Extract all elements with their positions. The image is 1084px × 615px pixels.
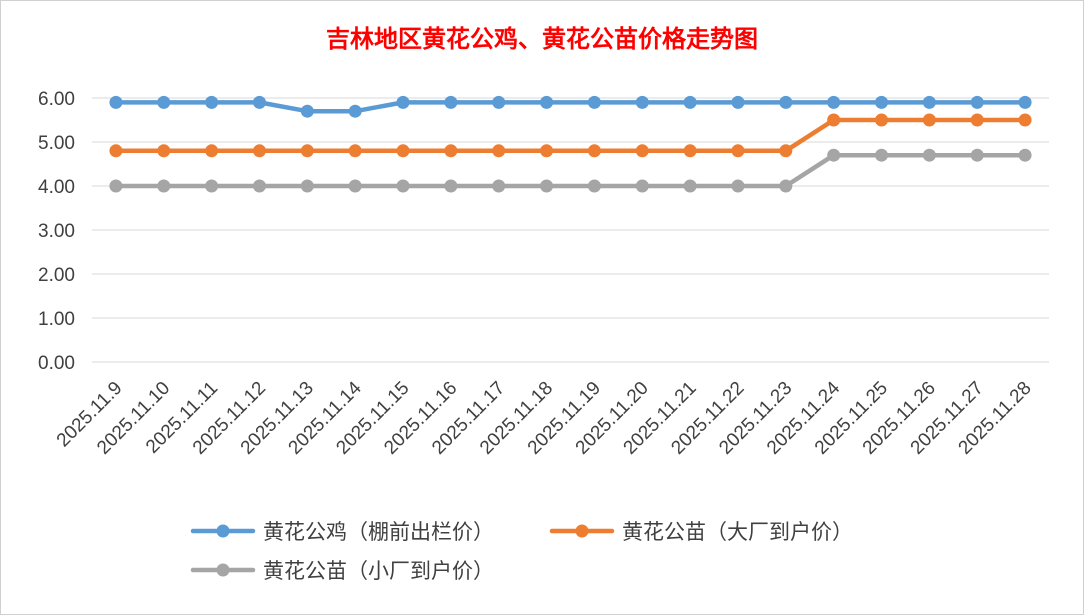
- data-point: [444, 144, 458, 158]
- data-point: [540, 95, 554, 109]
- data-point: [348, 179, 362, 193]
- data-point: [157, 144, 171, 158]
- data-point: [492, 179, 506, 193]
- data-point: [970, 148, 984, 162]
- data-point: [875, 95, 889, 109]
- data-point: [300, 144, 314, 158]
- data-point: [348, 144, 362, 158]
- data-point: [109, 144, 123, 158]
- data-point: [109, 179, 123, 193]
- chart-title: 吉林地区黄花公鸡、黄花公苗价格走势图: [326, 24, 758, 53]
- data-point: [1018, 95, 1032, 109]
- series-line: [113, 100, 1028, 114]
- data-point: [492, 95, 506, 109]
- data-point: [827, 148, 841, 162]
- data-point: [109, 95, 123, 109]
- data-point: [587, 144, 601, 158]
- data-point: [300, 104, 314, 118]
- data-point: [970, 113, 984, 127]
- series-3: [109, 148, 1032, 193]
- data-point: [492, 144, 506, 158]
- data-point: [827, 95, 841, 109]
- gridlines: [92, 97, 1049, 363]
- data-point: [683, 179, 697, 193]
- data-point: [205, 179, 219, 193]
- data-point: [922, 113, 936, 127]
- y-tick-label: 3.00: [38, 221, 75, 242]
- legend-label: 黄花公鸡（棚前出栏价）: [263, 520, 494, 544]
- data-point: [300, 179, 314, 193]
- legend-swatch-marker: [575, 524, 589, 538]
- legend-label: 黄花公苗（大厂到户价）: [622, 520, 853, 544]
- data-point: [444, 95, 458, 109]
- data-point: [396, 179, 410, 193]
- data-point: [396, 144, 410, 158]
- data-point: [205, 144, 219, 158]
- data-point: [731, 179, 745, 193]
- data-point: [444, 179, 458, 193]
- data-point: [252, 144, 266, 158]
- legend-label: 黄花公苗（小厂到户价）: [263, 559, 494, 583]
- data-point: [587, 179, 601, 193]
- data-point: [252, 95, 266, 109]
- legend-item-1: 黄花公鸡（棚前出栏价）: [190, 520, 494, 544]
- legend-swatch-marker: [216, 563, 230, 577]
- data-point: [779, 144, 793, 158]
- series-1: [109, 95, 1032, 118]
- data-point: [348, 104, 362, 118]
- data-point: [970, 95, 984, 109]
- data-point: [252, 179, 266, 193]
- data-point: [540, 144, 554, 158]
- data-point: [157, 179, 171, 193]
- series-line: [113, 152, 1028, 189]
- y-tick-label: 5.00: [38, 133, 75, 154]
- data-point: [1018, 148, 1032, 162]
- data-point: [396, 95, 410, 109]
- data-point: [540, 179, 554, 193]
- data-point: [205, 95, 219, 109]
- series-group: [109, 95, 1032, 193]
- y-tick-label: 1.00: [38, 309, 75, 330]
- data-point: [635, 95, 649, 109]
- data-point: [683, 95, 697, 109]
- data-point: [779, 179, 793, 193]
- data-point: [875, 113, 889, 127]
- data-point: [1018, 113, 1032, 127]
- series-2: [109, 113, 1032, 158]
- legend-item-2: 黄花公苗（大厂到户价）: [549, 520, 853, 544]
- data-point: [779, 95, 793, 109]
- y-tick-label: 6.00: [38, 89, 75, 110]
- data-point: [922, 95, 936, 109]
- data-point: [635, 179, 649, 193]
- legend-swatch-marker: [216, 524, 230, 538]
- data-point: [875, 148, 889, 162]
- legend-item-3: 黄花公苗（小厂到户价）: [190, 559, 494, 583]
- data-point: [922, 148, 936, 162]
- legend: 黄花公鸡（棚前出栏价） 黄花公苗（大厂到户价） 黄花公苗（小厂到户价）: [190, 520, 853, 583]
- y-axis: 0.00 1.00 2.00 3.00 4.00 5.00 6.00: [38, 89, 75, 374]
- data-point: [827, 113, 841, 127]
- x-axis: 2025.11.92025.11.102025.11.112025.11.122…: [53, 377, 1036, 458]
- data-point: [731, 95, 745, 109]
- y-tick-label: 4.00: [38, 177, 75, 198]
- data-point: [683, 144, 697, 158]
- data-point: [635, 144, 649, 158]
- y-tick-label: 0.00: [38, 353, 75, 374]
- y-tick-label: 2.00: [38, 265, 75, 286]
- data-point: [157, 95, 171, 109]
- data-point: [731, 144, 745, 158]
- data-point: [587, 95, 601, 109]
- series-line: [113, 117, 1028, 154]
